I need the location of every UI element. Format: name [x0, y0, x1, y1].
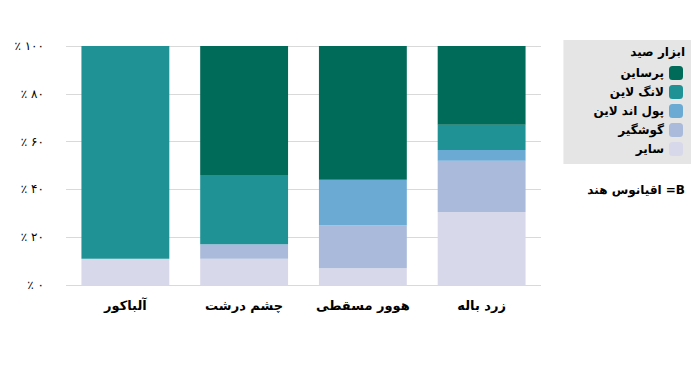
svg-text:ابزار صید: ابزار صید: [630, 45, 685, 59]
svg-text:٪ ۲۰: ٪ ۲۰: [21, 230, 44, 244]
svg-text:پول اند لاین: پول اند لاین: [593, 104, 664, 119]
svg-text:پرساین: پرساین: [620, 66, 664, 80]
svg-text:٪ ۰: ٪ ۰: [27, 278, 44, 292]
svg-text:اقیانوس هند =B: اقیانوس هند =B: [587, 183, 685, 198]
svg-text:چشم درشت: چشم درشت: [205, 298, 283, 313]
svg-text:٪ ۸۰: ٪ ۸۰: [21, 87, 44, 101]
svg-text:آلباکور: آلباکور: [103, 297, 147, 313]
svg-text:گوشگیر: گوشگیر: [617, 123, 664, 138]
svg-text:زرد باله: زرد باله: [457, 298, 506, 313]
svg-text:٪ ۶۰: ٪ ۶۰: [21, 135, 44, 149]
svg-text:لانگ لاین: لانگ لاین: [610, 85, 664, 99]
svg-text:هوور مسقطی: هوور مسقطی: [316, 298, 410, 313]
svg-text:سایر: سایر: [635, 142, 664, 156]
svg-text:٪ ۱۰۰: ٪ ۱۰۰: [14, 39, 44, 53]
svg-text:٪ ۴۰: ٪ ۴۰: [21, 182, 44, 196]
